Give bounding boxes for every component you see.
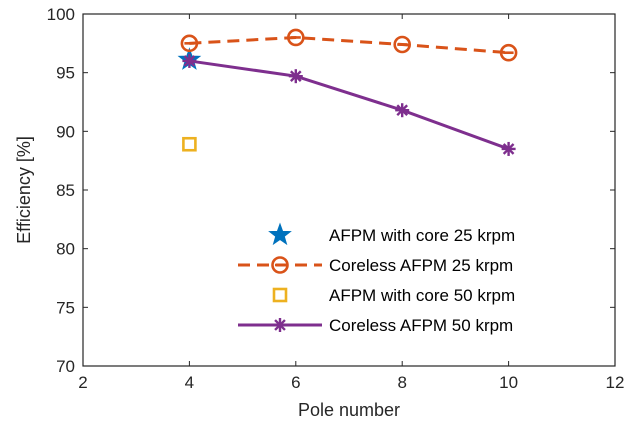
- series-2-line: [189, 35, 509, 55]
- marker-spoke: [396, 104, 408, 117]
- y-tick-label: 90: [56, 122, 75, 141]
- marker-spoke: [274, 319, 286, 331]
- marker-spoke: [502, 143, 515, 155]
- marker-ring: [271, 256, 289, 274]
- series-3: [182, 136, 197, 152]
- series-2-point: [499, 43, 518, 62]
- y-tick-label: 70: [56, 357, 75, 376]
- series-2-point: [286, 28, 305, 47]
- axis-ticks: 2 4 6 8 10 12 70 75 80 85 90 95 100: [47, 5, 625, 392]
- series-3-point: [182, 136, 197, 152]
- legend-label: AFPM with core 25 krpm: [329, 226, 515, 245]
- marker-spoke: [183, 55, 196, 67]
- legend-item-1: AFPM with core 25 krpm: [268, 222, 515, 246]
- marker-ring: [393, 35, 412, 54]
- series-4-point: [501, 141, 516, 156]
- legend: AFPM with core 25 krpm Coreless AFPM 25 k…: [238, 222, 515, 335]
- y-tick-label: 85: [56, 181, 75, 200]
- legend-label: Coreless AFPM 25 krpm: [329, 256, 513, 275]
- series-4-line: [189, 59, 510, 151]
- x-tick-label: 10: [499, 373, 518, 392]
- series-4-point: [395, 103, 410, 118]
- x-tick-label: 6: [291, 373, 300, 392]
- series-2-point: [180, 34, 199, 53]
- series-4: [182, 53, 516, 156]
- series-2: [180, 28, 518, 62]
- series-4-point: [182, 53, 197, 68]
- x-axis-label: Pole number: [298, 400, 400, 420]
- x-tick-label: 8: [397, 373, 406, 392]
- marker-ring: [180, 34, 199, 53]
- x-tick-label: 12: [606, 373, 625, 392]
- y-tick-label: 95: [56, 64, 75, 83]
- marker-ring: [499, 43, 518, 62]
- legend-marker: [272, 287, 288, 303]
- y-tick-label: 100: [47, 5, 75, 24]
- series-layer: [177, 28, 518, 156]
- legend-label: Coreless AFPM 50 krpm: [329, 316, 513, 335]
- y-tick-label: 75: [56, 298, 75, 317]
- x-tick-label: 4: [185, 373, 194, 392]
- y-tick-label: 80: [56, 240, 75, 259]
- legend-item-4: Coreless AFPM 50 krpm: [238, 316, 513, 335]
- y-axis-label: Efficiency [%]: [14, 136, 34, 244]
- legend-marker: [268, 222, 292, 246]
- series-4-point: [288, 69, 303, 84]
- plot-area: [82, 13, 616, 367]
- legend-marker: [271, 256, 289, 274]
- series-2-point: [393, 35, 412, 54]
- marker-ring: [286, 28, 305, 47]
- legend-item-2: Coreless AFPM 25 krpm: [238, 256, 513, 275]
- legend-label: AFPM with core 50 krpm: [329, 286, 515, 305]
- x-tick-label: 2: [78, 373, 87, 392]
- legend-marker: [273, 318, 287, 332]
- legend-item-3: AFPM with core 50 krpm: [272, 286, 515, 305]
- marker-spoke: [290, 70, 302, 82]
